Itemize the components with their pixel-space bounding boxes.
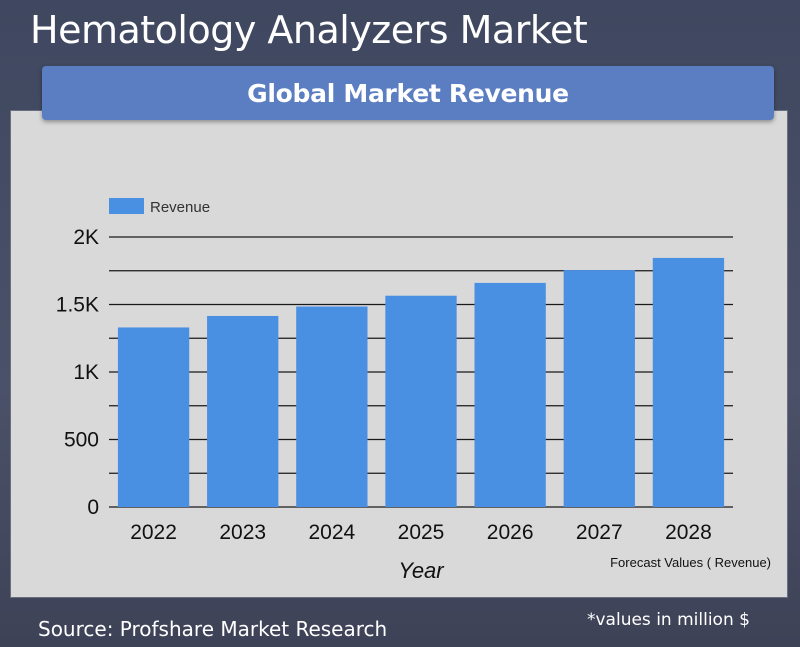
x-tick-label: 2023: [219, 521, 266, 544]
page-title: Hematology Analyzers Market: [30, 8, 588, 52]
x-tick-label: 2027: [576, 521, 623, 544]
y-tick-label: 1K: [73, 361, 99, 384]
revenue-bar: [207, 315, 279, 507]
legend-swatch: [109, 198, 144, 214]
chart-banner: Global Market Revenue: [42, 66, 774, 120]
revenue-bar: [652, 257, 725, 507]
y-tick-label: 0: [87, 496, 99, 519]
y-tick-label: 2K: [73, 226, 99, 249]
revenue-bar: [563, 270, 635, 507]
units-footnote: *values in million $: [587, 610, 750, 630]
legend-label: Revenue: [150, 199, 210, 216]
x-tick-label: 2024: [308, 521, 355, 544]
forecast-annotation: Forecast Values ( Revenue): [610, 555, 771, 570]
revenue-bar: [117, 327, 190, 507]
y-tick-label: 1.5K: [56, 294, 99, 317]
x-tick-label: 2022: [130, 521, 177, 544]
x-tick-label: 2025: [398, 521, 445, 544]
source-note: Source: Profshare Market Research: [38, 617, 388, 641]
chart-panel: 0 500 1K 1.5K 2K 2022 2023 2024 2025 2026 2027 2028…: [10, 110, 788, 598]
revenue-bar: [296, 306, 368, 507]
revenue-bar: [474, 282, 546, 507]
y-tick-label: 500: [64, 429, 99, 452]
x-tick-label: 2028: [665, 521, 712, 544]
x-tick-label: 2026: [487, 521, 534, 544]
revenue-chart: 0 500 1K 1.5K 2K 2022 2023 2024 2025 2026 2027 2028…: [56, 198, 771, 583]
x-axis-title: Year: [398, 558, 445, 583]
revenue-bar: [385, 295, 457, 507]
